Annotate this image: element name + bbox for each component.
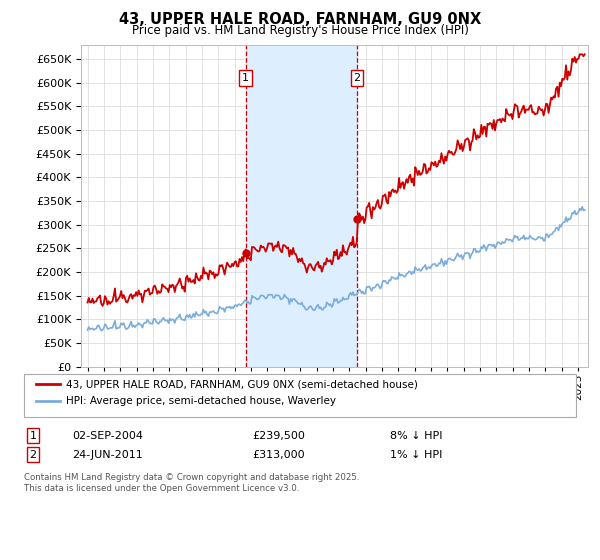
Text: 43, UPPER HALE ROAD, FARNHAM, GU9 0NX: 43, UPPER HALE ROAD, FARNHAM, GU9 0NX <box>119 12 481 27</box>
Text: £313,000: £313,000 <box>252 450 305 460</box>
Text: 43, UPPER HALE ROAD, FARNHAM, GU9 0NX (semi-detached house): 43, UPPER HALE ROAD, FARNHAM, GU9 0NX (s… <box>66 379 418 389</box>
Text: 2: 2 <box>353 73 361 83</box>
Text: Contains HM Land Registry data © Crown copyright and database right 2025.
This d: Contains HM Land Registry data © Crown c… <box>24 473 359 493</box>
Text: 02-SEP-2004: 02-SEP-2004 <box>72 431 143 441</box>
Bar <box>245 45 357 367</box>
Text: Price paid vs. HM Land Registry's House Price Index (HPI): Price paid vs. HM Land Registry's House … <box>131 24 469 37</box>
Text: 1% ↓ HPI: 1% ↓ HPI <box>390 450 442 460</box>
Text: 2: 2 <box>29 450 37 460</box>
Text: £239,500: £239,500 <box>252 431 305 441</box>
Text: 24-JUN-2011: 24-JUN-2011 <box>72 450 143 460</box>
Text: HPI: Average price, semi-detached house, Waverley: HPI: Average price, semi-detached house,… <box>66 396 336 406</box>
Text: 1: 1 <box>242 73 249 83</box>
Text: 1: 1 <box>29 431 37 441</box>
Text: 8% ↓ HPI: 8% ↓ HPI <box>390 431 443 441</box>
